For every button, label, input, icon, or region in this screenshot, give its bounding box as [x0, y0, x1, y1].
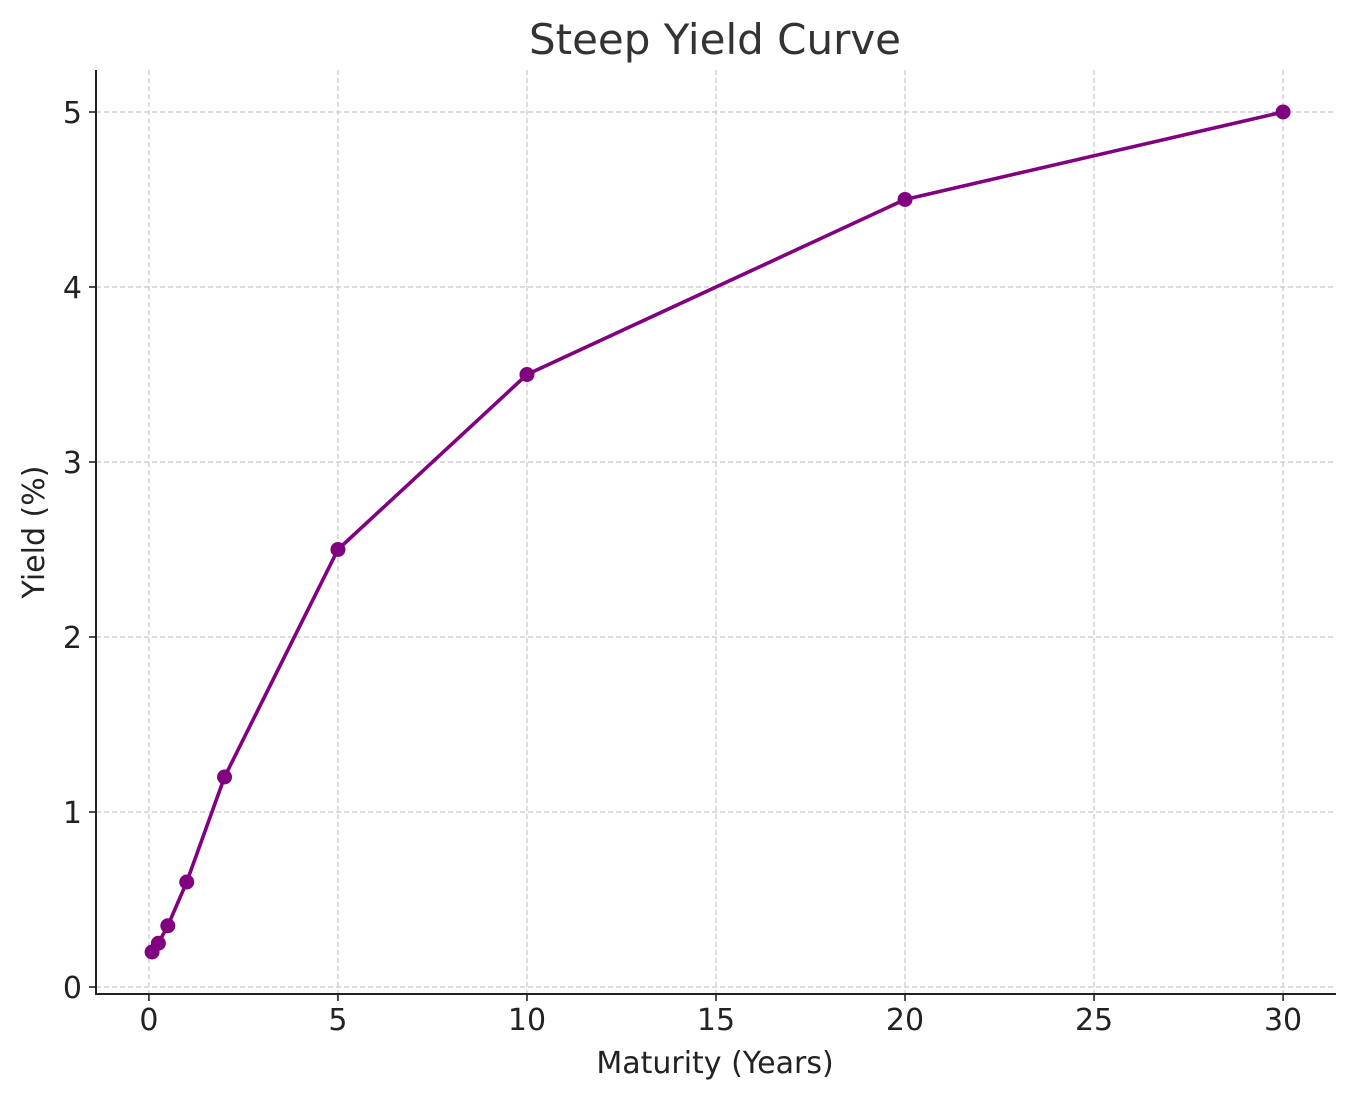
y-tick-label: 5 [63, 96, 82, 131]
grid-lines [96, 70, 1336, 994]
data-point [150, 935, 166, 951]
data-point [217, 769, 233, 785]
x-tick-label: 20 [886, 1003, 924, 1038]
x-tick-label: 25 [1075, 1003, 1113, 1038]
data-point [519, 367, 535, 382]
series-line [150, 110, 1285, 954]
data-point [330, 542, 346, 557]
data-point [1275, 104, 1291, 120]
x-tick-label: 15 [697, 1003, 735, 1038]
data-point [179, 874, 195, 890]
data-point [897, 192, 913, 207]
y-ticks: 0 1 2 3 4 5 [63, 96, 96, 1006]
chart-title: Steep Yield Curve [529, 15, 901, 64]
y-tick-label: 4 [63, 271, 82, 306]
x-tick-label: 30 [1264, 1003, 1302, 1038]
series-group [144, 104, 1291, 960]
y-tick-label: 3 [63, 446, 82, 481]
y-tick-label: 0 [63, 971, 82, 1006]
x-axis-title: Maturity (Years) [596, 1046, 833, 1081]
x-tick-label: 10 [508, 1003, 546, 1038]
data-point [160, 918, 176, 934]
y-axis-title: Yield (%) [17, 466, 52, 600]
x-tick-label: 5 [328, 1003, 347, 1038]
y-tick-label: 1 [63, 796, 82, 831]
x-tick-label: 0 [139, 1003, 158, 1038]
x-ticks: 0 5 10 15 20 25 30 [139, 994, 1302, 1038]
y-tick-label: 2 [63, 621, 82, 656]
